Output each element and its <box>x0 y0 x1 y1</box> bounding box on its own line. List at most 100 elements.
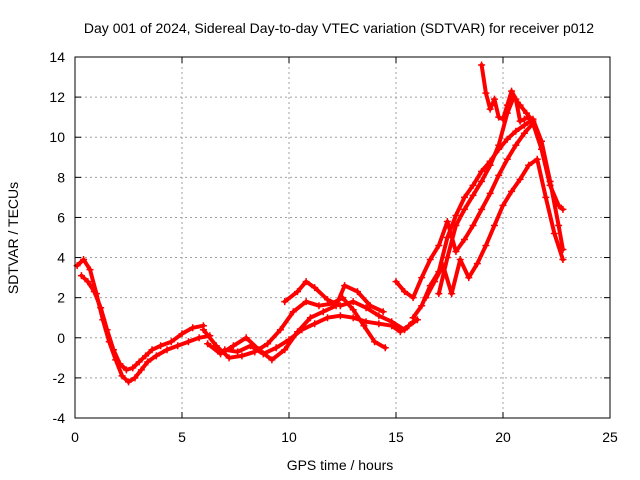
data-point <box>148 346 156 354</box>
data-point <box>559 205 567 213</box>
x-tick-label: 20 <box>495 429 511 445</box>
data-point <box>516 117 524 125</box>
data-point <box>460 205 468 213</box>
data-point <box>341 282 349 290</box>
data-point <box>418 302 426 310</box>
data-point <box>525 161 533 169</box>
data-point <box>246 342 254 350</box>
data-point <box>486 161 494 169</box>
data-point <box>469 221 477 229</box>
data-point <box>349 298 357 306</box>
x-tick-label: 0 <box>71 429 79 445</box>
data-point <box>503 155 511 163</box>
data-point <box>272 344 280 352</box>
data-point <box>435 242 443 250</box>
data-point <box>371 338 379 346</box>
data-point <box>157 342 165 350</box>
y-axis-label: SDTVAR / TECUs <box>5 182 21 294</box>
y-tick-label: 14 <box>49 49 65 65</box>
data-point <box>418 274 426 282</box>
data-point <box>435 290 443 298</box>
data-point <box>229 342 237 350</box>
series-trace <box>436 95 535 296</box>
data-point <box>546 177 554 185</box>
data-point <box>199 326 207 334</box>
data-point <box>336 312 344 320</box>
y-tick-label: -4 <box>53 410 66 426</box>
data-point <box>503 101 511 109</box>
data-point <box>388 318 396 326</box>
series-trace <box>394 121 565 300</box>
data-point <box>422 294 430 302</box>
data-point <box>234 348 242 356</box>
data-point <box>392 278 400 286</box>
x-tick-label: 5 <box>178 429 186 445</box>
data-point <box>294 288 302 296</box>
data-point <box>456 256 464 264</box>
data-point <box>559 256 567 264</box>
data-point <box>142 352 150 360</box>
data-point <box>478 205 486 213</box>
data-point <box>550 229 558 237</box>
chart-title: Day 001 of 2024, Sidereal Day-to-day VTE… <box>84 20 594 36</box>
series-1 <box>73 256 214 386</box>
data-point <box>490 95 498 103</box>
data-point <box>460 193 468 201</box>
data-point <box>152 352 160 360</box>
y-tick-label: -2 <box>53 370 66 386</box>
series-5 <box>221 312 421 358</box>
y-tick-label: 4 <box>57 250 65 266</box>
y-tick-label: 0 <box>57 330 65 346</box>
x-tick-label: 10 <box>281 429 297 445</box>
data-point <box>503 135 511 143</box>
y-tick-label: 8 <box>57 169 65 185</box>
series-8 <box>409 115 567 322</box>
data-point <box>520 121 528 129</box>
data-point <box>97 304 105 312</box>
grid-layer <box>75 57 610 418</box>
data-point <box>512 95 520 103</box>
data-point <box>103 326 111 334</box>
data-point <box>315 302 323 310</box>
data-point <box>131 374 139 382</box>
data-point <box>276 326 284 334</box>
data-point <box>478 177 486 185</box>
data-point <box>349 314 357 322</box>
data-point <box>264 340 272 348</box>
data-point <box>478 61 486 69</box>
data-point <box>298 326 306 334</box>
data-point <box>122 366 130 374</box>
data-point <box>529 117 537 125</box>
data-point <box>135 358 143 366</box>
y-tick-label: 2 <box>57 290 65 306</box>
data-point <box>473 260 481 268</box>
data-point <box>360 322 368 330</box>
series-trace <box>282 279 416 332</box>
data-point <box>90 288 98 296</box>
data-point <box>86 266 94 274</box>
data-point <box>426 256 434 264</box>
data-point <box>221 346 229 354</box>
series-6 <box>281 278 417 334</box>
data-point <box>452 221 460 229</box>
data-point <box>516 175 524 183</box>
data-point <box>324 296 332 304</box>
data-point <box>289 308 297 316</box>
data-point <box>167 338 175 346</box>
data-point <box>110 346 118 354</box>
data-point <box>285 336 293 344</box>
data-point <box>306 314 314 322</box>
data-point <box>482 242 490 250</box>
data-point <box>533 155 541 163</box>
data-point <box>189 324 197 332</box>
y-tick-label: 6 <box>57 209 65 225</box>
data-point <box>118 372 126 380</box>
data-point <box>508 187 516 195</box>
data-point <box>499 201 507 209</box>
y-tick-label: 12 <box>49 89 65 105</box>
data-point <box>520 115 528 123</box>
series-2 <box>77 272 207 374</box>
data-point <box>525 113 533 121</box>
series-layer <box>73 61 567 386</box>
